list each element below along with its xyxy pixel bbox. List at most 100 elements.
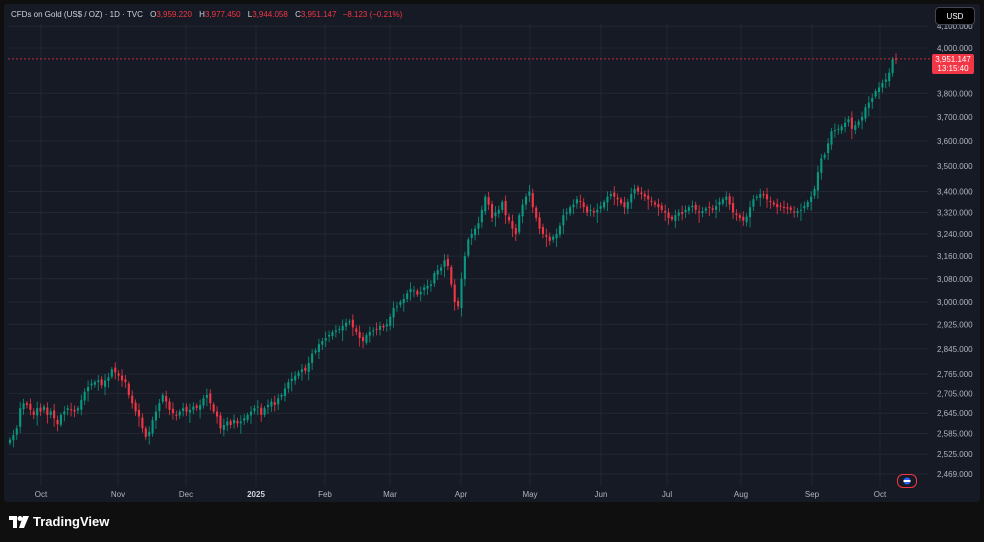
candle xyxy=(144,426,147,440)
candle xyxy=(355,325,358,336)
chart-panel[interactable]: 2,469.000 2,525.000 2,585.000 2,645.000 2,70… xyxy=(4,4,980,502)
price-tick-label: 2,525.000 xyxy=(937,450,973,459)
price-tick-label: 3,000.000 xyxy=(937,298,973,307)
candle xyxy=(25,401,29,409)
candle xyxy=(687,205,690,215)
candle xyxy=(378,321,382,336)
candle xyxy=(19,401,22,434)
event-flag-icon[interactable] xyxy=(897,474,917,488)
candle xyxy=(470,228,473,245)
candle xyxy=(46,402,49,424)
candle xyxy=(799,203,803,222)
candle xyxy=(504,195,507,224)
candle xyxy=(748,200,752,228)
candle xyxy=(728,192,731,210)
candle xyxy=(582,198,585,213)
candle xyxy=(494,206,497,227)
candle xyxy=(348,319,351,326)
candle xyxy=(660,202,663,214)
candle xyxy=(341,319,344,341)
candle xyxy=(467,237,470,258)
candle xyxy=(850,111,853,140)
candle xyxy=(195,403,198,412)
candle xyxy=(249,406,253,425)
candle xyxy=(256,400,259,416)
candle xyxy=(314,348,317,355)
tradingview-logo[interactable]: TradingView xyxy=(9,514,109,529)
candle xyxy=(178,409,181,419)
low-value: 3,944.058 xyxy=(252,10,288,19)
candle xyxy=(579,194,582,209)
candle xyxy=(630,187,633,209)
candle xyxy=(53,404,56,427)
candle xyxy=(810,191,813,211)
candle xyxy=(752,195,755,212)
candle xyxy=(80,394,83,416)
candle xyxy=(535,205,538,222)
candle xyxy=(450,264,453,288)
candle xyxy=(137,403,141,427)
candles xyxy=(8,53,898,448)
last-price-badge: 3,951.147 13:15:40 xyxy=(932,54,974,74)
candle xyxy=(107,372,110,388)
candle xyxy=(311,349,314,370)
candle xyxy=(474,225,477,241)
candle xyxy=(219,412,222,434)
price-tick-label: 2,469.000 xyxy=(937,470,973,479)
high-label: H xyxy=(199,10,205,19)
candle xyxy=(300,363,303,381)
candle xyxy=(684,205,687,218)
candle xyxy=(83,388,86,405)
candle xyxy=(606,191,609,212)
candle xyxy=(317,338,320,360)
candle xyxy=(351,314,354,337)
candle xyxy=(820,154,823,180)
candle xyxy=(871,93,874,110)
candle xyxy=(192,402,195,415)
time-tick-label: 2025 xyxy=(247,490,265,499)
high-value: 3,977.450 xyxy=(204,10,241,19)
candle xyxy=(209,389,212,411)
candle xyxy=(592,207,595,217)
candle xyxy=(796,207,799,218)
candle xyxy=(708,201,711,216)
candle xyxy=(131,390,134,409)
candle xyxy=(199,399,202,419)
candle xyxy=(22,398,25,415)
time-tick-label: Aug xyxy=(734,490,748,499)
candle xyxy=(63,406,66,422)
candle xyxy=(368,326,371,343)
candle xyxy=(477,216,480,236)
brand-name: TradingView xyxy=(33,514,110,529)
candle xyxy=(589,204,592,217)
candle xyxy=(864,104,867,122)
candle xyxy=(409,282,412,301)
candle xyxy=(861,111,864,130)
candlestick-chart[interactable]: 2,469.000 2,525.000 2,585.000 2,645.000 2,70… xyxy=(4,4,980,502)
candle xyxy=(650,196,653,207)
price-tick-label: 3,800.000 xyxy=(937,89,973,98)
candle xyxy=(643,190,646,201)
candle xyxy=(507,213,511,224)
candle xyxy=(402,293,405,312)
candle xyxy=(70,402,73,417)
candle xyxy=(725,191,728,207)
candle xyxy=(117,370,120,381)
candle xyxy=(463,251,466,287)
candle xyxy=(429,280,432,292)
time-tick-label: Nov xyxy=(111,490,125,499)
candle xyxy=(365,332,368,345)
candle xyxy=(623,196,626,215)
price-tick-label: 4,100.000 xyxy=(937,22,973,31)
candle xyxy=(287,378,290,393)
price-tick-label: 3,600.000 xyxy=(937,137,973,146)
candle xyxy=(667,208,670,225)
candle xyxy=(290,372,293,392)
symbol-title[interactable]: CFDs on Gold (US$ / OZ) · 1D · TVC xyxy=(11,10,143,19)
candle xyxy=(674,209,677,228)
candle xyxy=(769,196,772,209)
currency-button[interactable]: USD xyxy=(935,7,975,25)
time-axis[interactable]: Oct Nov Dec 2025 Feb Mar Apr May Jun Jul Aug Sep Oct xyxy=(35,490,887,499)
candle xyxy=(721,197,724,206)
price-axis[interactable]: 2,469.000 2,525.000 2,585.000 2,645.000 2,70… xyxy=(937,22,973,479)
